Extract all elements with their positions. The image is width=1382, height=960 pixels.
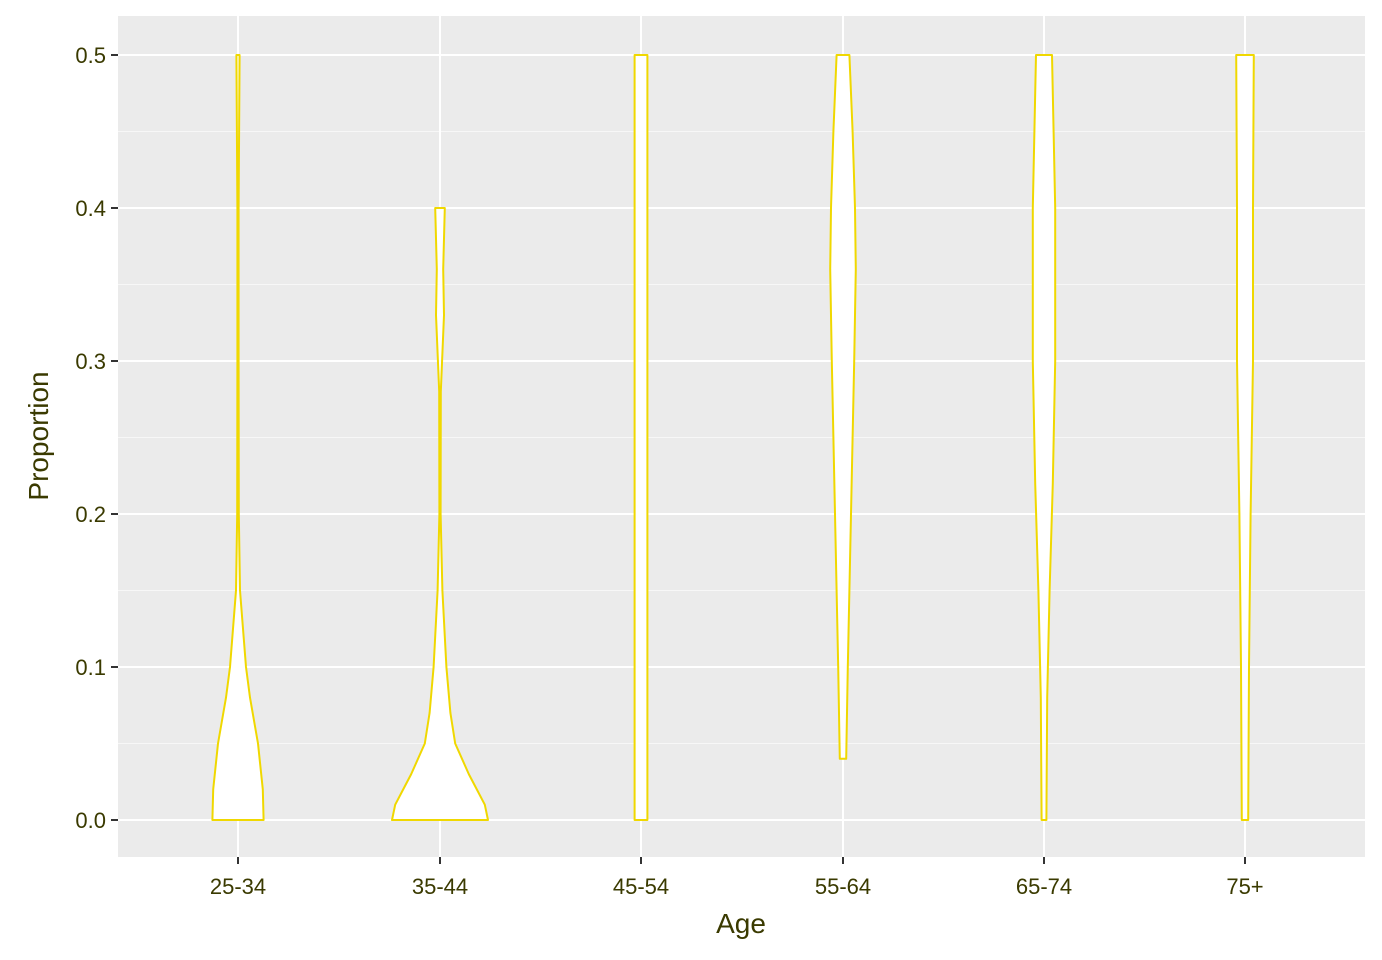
y-tick-label: 0.4 — [75, 196, 106, 221]
y-axis: 0.0 0.1 0.2 0.3 0.4 0.5 — [75, 43, 118, 833]
y-axis-title: Proportion — [23, 371, 54, 500]
violin-45-54 — [633, 54, 649, 821]
y-tick-label: 0.2 — [75, 502, 106, 527]
x-axis-title: Age — [716, 908, 766, 939]
x-tick-label: 65-74 — [1016, 874, 1072, 899]
violin-55-64 — [829, 54, 857, 760]
violins — [211, 54, 1255, 821]
plot-panel — [118, 16, 1365, 857]
x-tick-label: 75+ — [1226, 874, 1263, 899]
y-tick-label: 0.0 — [75, 808, 106, 833]
violin-65-74 — [1031, 54, 1057, 821]
x-tick-label: 35-44 — [412, 874, 468, 899]
y-tick-label: 0.5 — [75, 43, 106, 68]
minor-gridlines — [118, 131, 1365, 744]
x-axis: 25-34 35-44 45-54 55-64 65-74 75+ — [210, 857, 1264, 899]
y-tick-label: 0.3 — [75, 349, 106, 374]
violin-25-34 — [211, 54, 265, 821]
x-tick-label: 55-64 — [815, 874, 871, 899]
y-tick-label: 0.1 — [75, 655, 106, 680]
x-tick-label: 45-54 — [613, 874, 669, 899]
x-tick-label: 25-34 — [210, 874, 266, 899]
violin-75+ — [1235, 54, 1255, 821]
violin-35-44 — [391, 207, 489, 821]
